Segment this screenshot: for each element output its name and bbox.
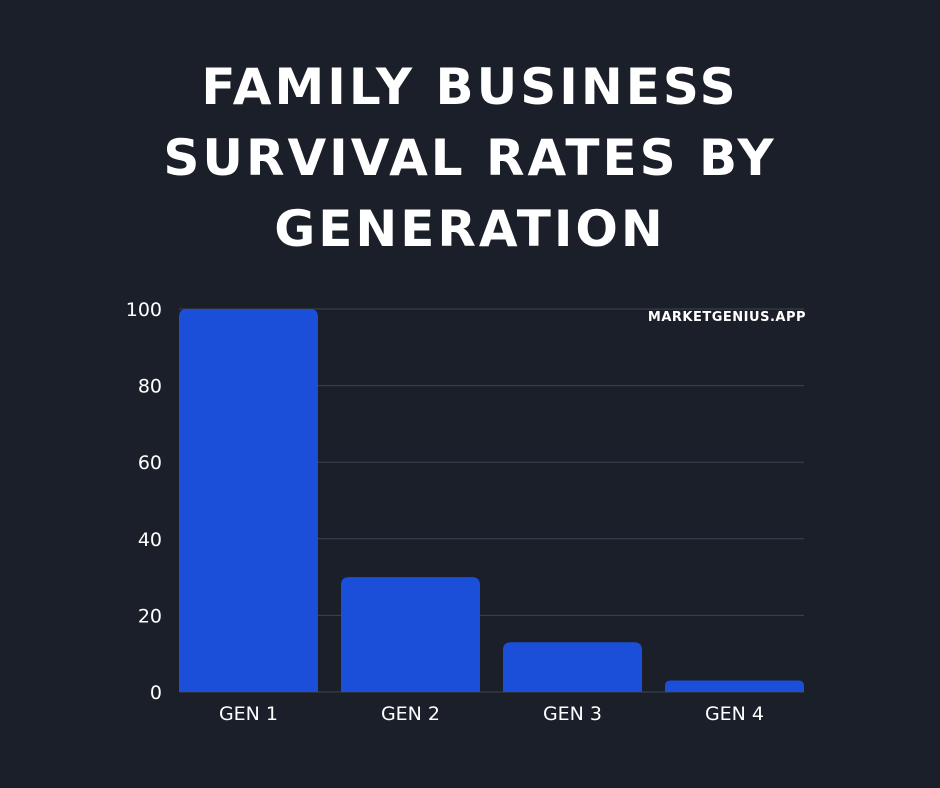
y-axis-ticks: 0 20 40 60 80 100	[126, 299, 162, 704]
x-category-label: GEN 3	[543, 703, 602, 725]
watermark-label: MARKETGENIUS.APP	[647, 310, 806, 325]
y-tick-label: 40	[138, 529, 162, 551]
title-line-2: SURVIVAL RATES BY	[163, 129, 777, 187]
chart-title: FAMILY BUSINESS SURVIVAL RATES BY GENERA…	[0, 52, 940, 265]
bar-gen-2	[341, 577, 480, 692]
bar-gen-3	[503, 642, 642, 692]
title-line-3: GENERATION	[274, 200, 666, 258]
bar-gen-1	[179, 309, 318, 692]
y-tick-label: 60	[138, 452, 162, 474]
y-tick-label: 20	[138, 605, 162, 627]
bars	[179, 309, 804, 692]
y-tick-label: 100	[126, 299, 162, 321]
y-tick-label: 0	[150, 682, 162, 704]
x-category-label: GEN 4	[705, 703, 764, 725]
title-line-1: FAMILY BUSINESS	[201, 58, 739, 116]
x-axis-labels: GEN 1 GEN 2 GEN 3 GEN 4	[219, 703, 764, 725]
x-category-label: GEN 2	[381, 703, 440, 725]
bar-gen-4	[665, 680, 804, 692]
y-tick-label: 80	[138, 376, 162, 398]
x-category-label: GEN 1	[219, 703, 278, 725]
